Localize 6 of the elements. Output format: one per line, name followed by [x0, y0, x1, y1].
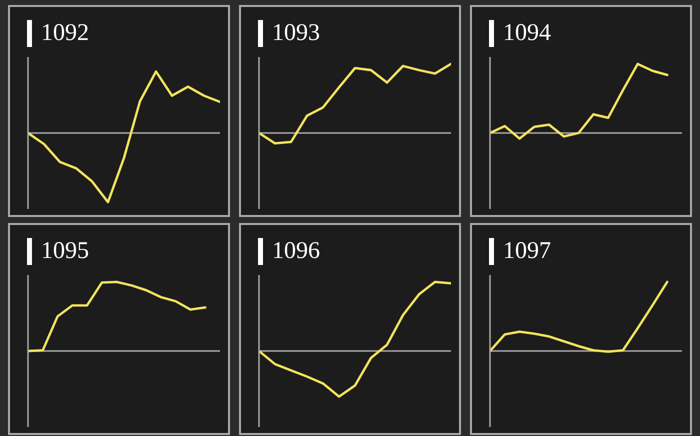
chart-title: 1092: [41, 19, 89, 48]
chart-title: 1095: [41, 237, 89, 266]
chart-title: 1094: [503, 19, 551, 48]
chart-title: 1097: [503, 237, 551, 266]
chart-title: 1093: [272, 19, 320, 48]
chart-title: 1096: [272, 237, 320, 266]
